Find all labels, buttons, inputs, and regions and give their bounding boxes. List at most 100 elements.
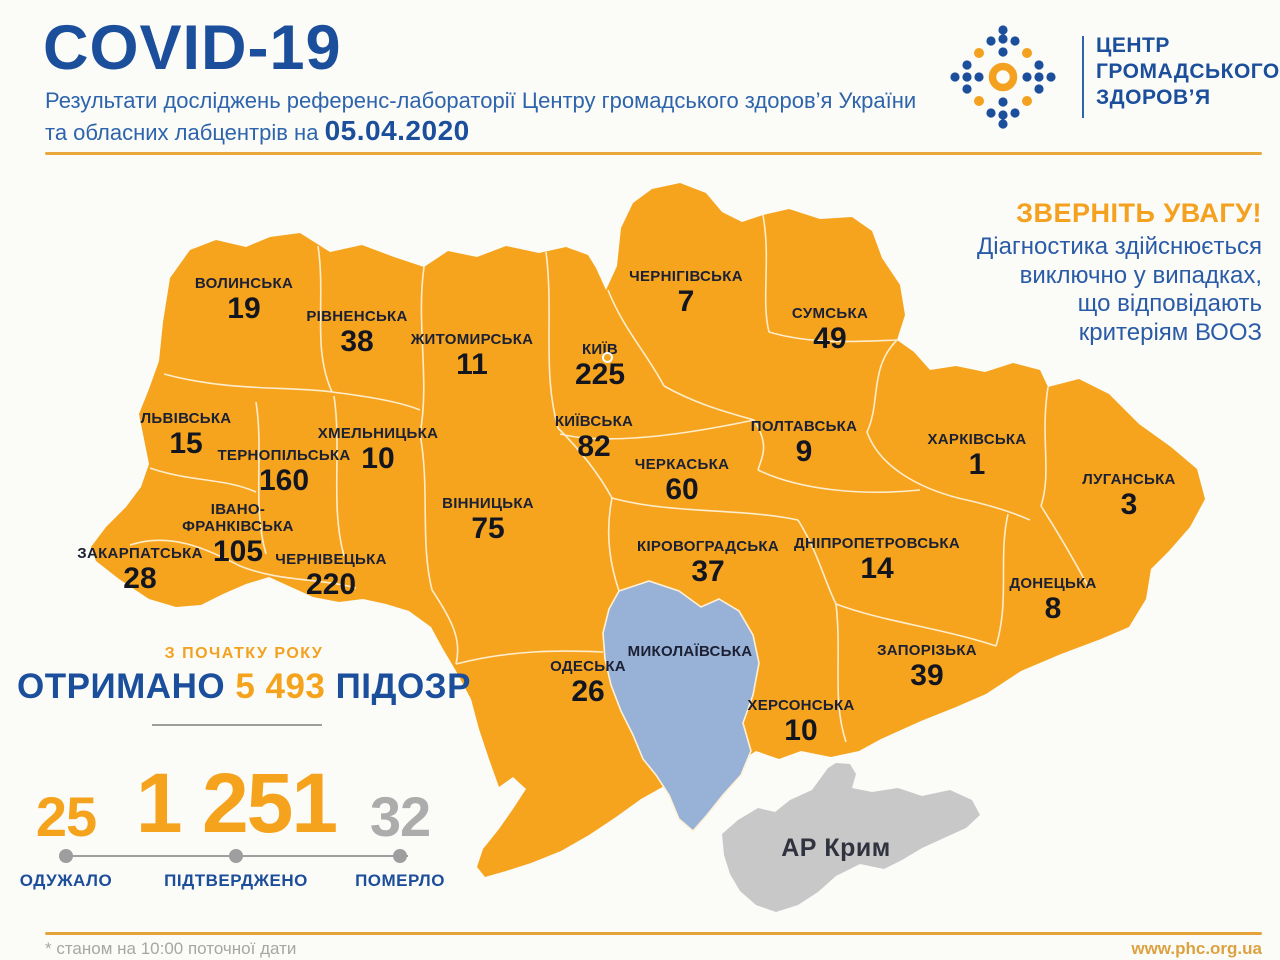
region-label-6: КИЇВСЬКА 82: [555, 413, 633, 462]
region-label-24: ХЕРСОНСЬКА 10: [747, 697, 854, 746]
kyiv-city-marker-icon: [602, 352, 613, 363]
footer-note: * станом на 10:00 поточної дати: [45, 939, 297, 958]
notice-line: Діагностика здійснюється: [977, 233, 1262, 260]
region-value: 105: [212, 535, 264, 568]
stat-label: ПІДТВЕРДЖЕНО: [164, 871, 308, 890]
region-label-22: МИКОЛАЇВСЬКА: [628, 643, 753, 660]
region-label-1: РІВНЕНСЬКА 38: [306, 308, 407, 357]
region-name: КИЇВ: [581, 341, 619, 358]
logo-text-line: ЗДОРОВ’Я: [1096, 86, 1211, 109]
stat-value: 32: [369, 785, 431, 848]
region-value: 3: [1120, 488, 1138, 521]
logo-text-line: ГРОМАДСЬКОГО: [1096, 60, 1280, 83]
received-prefix: ОТРИМАНО: [17, 667, 226, 706]
received-value: 5 493: [235, 667, 326, 706]
region-value: 28: [123, 562, 157, 595]
region-name: КИЇВСЬКА: [554, 413, 634, 430]
region-label-13: ІВАНО-ФРАНКІВСЬКА 105: [170, 501, 306, 567]
region-label-0: ВОЛИНСЬКА 19: [195, 275, 293, 324]
region-value: 10: [361, 442, 395, 475]
region-value: 9: [795, 435, 813, 468]
region-name: ЛУГАНСЬКА: [1082, 471, 1176, 488]
region-label-15: ЧЕРКАСЬКА 60: [635, 456, 729, 505]
region-value: 39: [910, 659, 944, 692]
footer-url-link[interactable]: www.phc.org.ua: [1131, 939, 1262, 958]
logo-separator: [1082, 36, 1084, 118]
region-label-3: ЧЕРНІГІВСЬКА 7: [629, 268, 743, 317]
mykolaiv-region: [602, 580, 760, 833]
timeline-dot-icon: [229, 849, 243, 863]
region-value: 11: [456, 348, 488, 381]
crimea-region: [722, 763, 980, 912]
phc-logo-dots-icon: [950, 25, 1056, 129]
region-value: 60: [665, 473, 699, 506]
region-value: 37: [691, 555, 725, 588]
region-label-5: КИЇВ 225: [575, 341, 625, 390]
region-label-14: ВІННИЦЬКА 75: [442, 495, 534, 544]
region-name: ВІННИЦЬКА: [442, 495, 534, 512]
region-value: 8: [1044, 592, 1062, 625]
timeline-dot-icon: [393, 849, 407, 863]
region-name: ДОНЕЦЬКА: [1009, 575, 1097, 592]
stat-value: 1 251: [135, 756, 338, 850]
header-divider: [45, 152, 1262, 155]
region-value: 75: [471, 512, 505, 545]
stat-value: 25: [35, 785, 97, 848]
region-value: 82: [577, 430, 611, 463]
notice-panel: ЗВЕРНІТЬ УВАГУ! Діагностика здійснюється…: [977, 198, 1262, 347]
region-value: 38: [340, 325, 374, 358]
phc-logo: ЦЕНТР ГРОМАДСЬКОГО ЗДОРОВ’Я: [938, 12, 1279, 142]
region-value: 15: [169, 427, 203, 460]
region-name: СУМСЬКА: [791, 305, 869, 322]
notice-line: виключно у випадках,: [1019, 261, 1262, 289]
region-name: ЗАКАРПАТСЬКА: [77, 545, 203, 562]
stats-divider: [152, 724, 322, 726]
region-label-10: ПОЛТАВСЬКА 9: [751, 418, 858, 467]
region-name: ОДЕСЬКА: [550, 658, 626, 675]
region-label-17: ЧЕРНІВЕЦЬКА 220: [275, 551, 386, 600]
notice-line: критеріям ВООЗ: [1078, 318, 1262, 346]
region-name: ХАРКІВСЬКА: [927, 431, 1027, 448]
region-value: 19: [227, 292, 261, 325]
logo-text-line: ЦЕНТР: [1096, 34, 1170, 57]
region-name: КІРОВОГРАДСЬКА: [637, 538, 779, 555]
stats-panel: З ПОЧАТКУ РОКУ ОТРИМАНО 5 493 ПІДОЗР 25 1…: [0, 645, 488, 905]
footer-divider: [45, 932, 1262, 935]
stat-label: ОДУЖАЛО: [19, 871, 113, 890]
region-label-2: ЖИТОМИРСЬКА 11: [411, 331, 534, 380]
region-label-9: ТЕРНОПІЛЬСЬКА 160: [217, 447, 350, 496]
page-title: COVID-19: [43, 13, 342, 83]
region-name: ІВАНО-ФРАНКІВСЬКА: [182, 501, 294, 535]
notice-body: Діагностика здійснюється виключно у випад…: [977, 233, 1262, 347]
region-name: ХМЕЛЬНИЦЬКА: [317, 425, 439, 442]
stats-received: ОТРИМАНО 5 493 ПІДОЗР: [0, 667, 488, 707]
region-name: ХЕРСОНСЬКА: [747, 697, 855, 714]
region-value: 220: [305, 568, 357, 601]
region-name: ПОЛТАВСЬКА: [750, 418, 858, 435]
region-value: 160: [258, 464, 310, 497]
region-value: 7: [677, 285, 695, 318]
region-value: 14: [860, 552, 894, 585]
stat-died: 32: [369, 785, 431, 848]
region-label-12: ЛУГАНСЬКА 3: [1082, 471, 1175, 520]
region-label-20: ДОНЕЦЬКА 8: [1009, 575, 1096, 624]
region-name: ЛЬВІВСЬКА: [140, 410, 232, 427]
region-name: РІВНЕНСЬКА: [306, 308, 408, 325]
region-label-23: ЗАПОРІЗЬКА 39: [877, 642, 977, 691]
crimea-label: АР Крим: [781, 834, 891, 862]
notice-line: що відповідають: [1077, 290, 1262, 317]
region-value: 225: [574, 358, 626, 391]
region-value: 26: [571, 675, 605, 708]
notice-title: ЗВЕРНІТЬ УВАГУ!: [1016, 198, 1262, 228]
region-name: ЧЕРНІГІВСЬКА: [629, 268, 743, 285]
subtitle-line1: Результати досліджень референс-лаборатор…: [45, 88, 917, 113]
logo-text: ЦЕНТР ГРОМАДСЬКОГО ЗДОРОВ’Я: [1096, 33, 1280, 111]
region-name: ДНІПРОПЕТРОВСЬКА: [793, 535, 961, 552]
region-label-19: ДНІПРОПЕТРОВСЬКА 14: [794, 535, 960, 584]
report-date: 05.04.2020: [324, 115, 470, 146]
region-label-4: СУМСЬКА 49: [792, 305, 868, 354]
region-name: ТЕРНОПІЛЬСЬКА: [217, 447, 351, 464]
region-name: ЗАПОРІЗЬКА: [877, 642, 977, 659]
